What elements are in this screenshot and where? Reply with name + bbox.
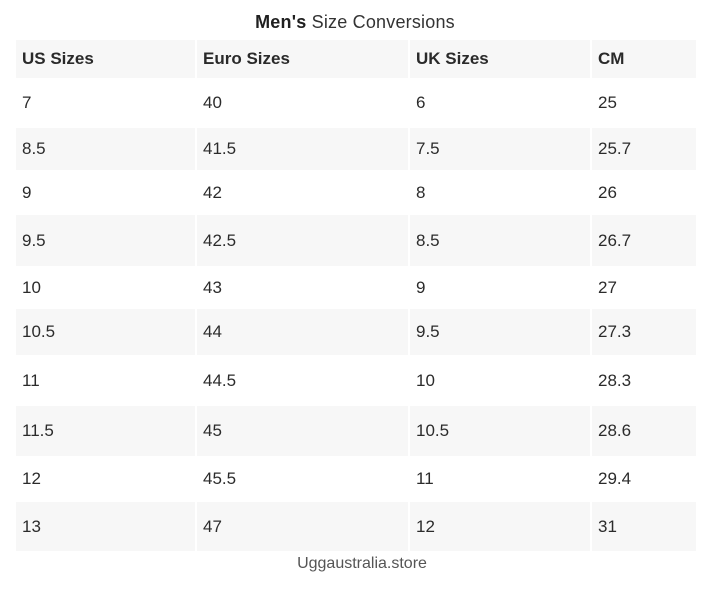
table-header-row: US Sizes Euro Sizes UK Sizes CM: [16, 40, 696, 78]
cell-us: 9: [16, 170, 197, 215]
cell-uk: 10: [410, 355, 592, 406]
site-footer: Uggaustralia.store: [297, 555, 427, 572]
cell-cm: 25.7: [592, 128, 696, 170]
cell-cm: 27: [592, 266, 696, 309]
cell-us: 12: [16, 456, 197, 502]
cell-us: 13: [16, 502, 197, 551]
table-row: 10.5 44 9.5 27.3: [16, 309, 696, 355]
page-title: Men's Size Conversions: [0, 12, 710, 33]
table-row: 11 44.5 10 28.3: [16, 355, 696, 406]
cell-cm: 26: [592, 170, 696, 215]
table-row: 13 47 12 31: [16, 502, 696, 551]
table-row: 7 40 6 25: [16, 78, 696, 128]
table-row: 9.5 42.5 8.5 26.7: [16, 215, 696, 266]
cell-us: 11.5: [16, 406, 197, 456]
table-row: 11.5 45 10.5 28.6: [16, 406, 696, 456]
cell-euro: 47: [197, 502, 410, 551]
cell-euro: 45: [197, 406, 410, 456]
cell-uk: 9.5: [410, 309, 592, 355]
cell-uk: 8.5: [410, 215, 592, 266]
cell-cm: 29.4: [592, 456, 696, 502]
header-uk-sizes: UK Sizes: [410, 40, 592, 78]
title-bold: Men's: [255, 12, 307, 32]
cell-uk: 12: [410, 502, 592, 551]
cell-us: 11: [16, 355, 197, 406]
cell-us: 10: [16, 266, 197, 309]
cell-cm: 26.7: [592, 215, 696, 266]
cell-uk: 7.5: [410, 128, 592, 170]
cell-euro: 45.5: [197, 456, 410, 502]
table-row: 12 45.5 11 29.4: [16, 456, 696, 502]
header-us-sizes: US Sizes: [16, 40, 197, 78]
cell-uk: 11: [410, 456, 592, 502]
cell-cm: 28.3: [592, 355, 696, 406]
cell-euro: 42.5: [197, 215, 410, 266]
cell-uk: 10.5: [410, 406, 592, 456]
header-cm: CM: [592, 40, 696, 78]
title-rest: Size Conversions: [306, 12, 455, 32]
table-row: 10 43 9 27: [16, 266, 696, 309]
cell-cm: 25: [592, 78, 696, 128]
cell-euro: 42: [197, 170, 410, 215]
cell-euro: 44: [197, 309, 410, 355]
cell-euro: 43: [197, 266, 410, 309]
cell-cm: 27.3: [592, 309, 696, 355]
cell-euro: 40: [197, 78, 410, 128]
table-row: 9 42 8 26: [16, 170, 696, 215]
cell-cm: 28.6: [592, 406, 696, 456]
cell-uk: 6: [410, 78, 592, 128]
cell-us: 10.5: [16, 309, 197, 355]
cell-euro: 41.5: [197, 128, 410, 170]
cell-us: 7: [16, 78, 197, 128]
cell-us: 8.5: [16, 128, 197, 170]
size-conversion-table: US Sizes Euro Sizes UK Sizes CM 7 40 6 2…: [16, 40, 696, 551]
cell-uk: 8: [410, 170, 592, 215]
cell-euro: 44.5: [197, 355, 410, 406]
table-row: 8.5 41.5 7.5 25.7: [16, 128, 696, 170]
cell-cm: 31: [592, 502, 696, 551]
cell-uk: 9: [410, 266, 592, 309]
cell-us: 9.5: [16, 215, 197, 266]
header-euro-sizes: Euro Sizes: [197, 40, 410, 78]
